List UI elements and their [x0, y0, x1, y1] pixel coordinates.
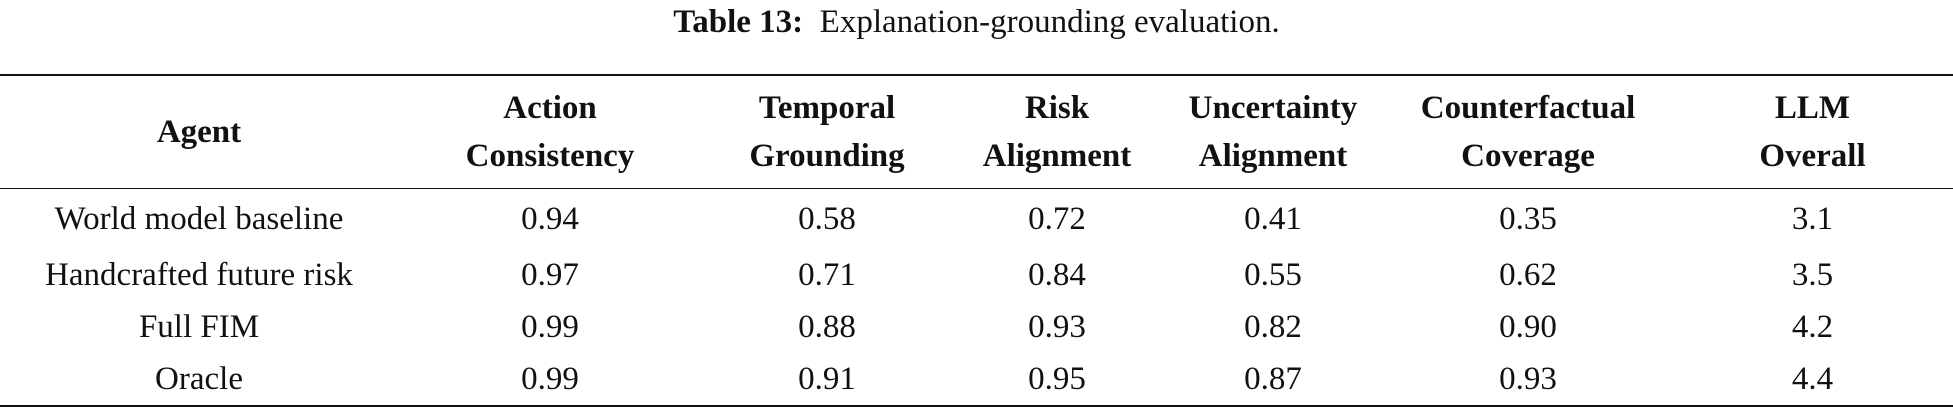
agent-cell: Handcrafted future risk	[45, 257, 353, 293]
temporal-grounding-cell: 0.88	[798, 309, 856, 345]
agent-cell: Full FIM	[138, 309, 260, 345]
counterfactual-coverage-cell: 0.35	[1499, 201, 1557, 237]
header-line1: Risk	[1024, 90, 1090, 126]
table-row: World model baseline 0.94 0.58 0.72 0.41…	[0, 189, 1953, 250]
counterfactual-coverage-cell: 0.93	[1499, 361, 1557, 397]
llm-overall-cell: 4.4	[1791, 361, 1834, 397]
table-caption-text: Explanation-grounding evaluation.	[819, 4, 1280, 40]
action-consistency-cell: 0.99	[521, 309, 579, 345]
table-header: Agent Action Consistency Temporal Ground…	[0, 75, 1953, 189]
table-row: Oracle 0.99 0.91 0.95 0.87 0.93 4.4	[0, 353, 1953, 406]
table-caption-label: Table 13:	[673, 4, 804, 40]
action-consistency-cell: 0.97	[521, 257, 579, 293]
header-line2: Consistency	[465, 138, 635, 174]
header-action-consistency: Action Consistency	[398, 75, 702, 189]
agent-cell: World model baseline	[54, 201, 344, 237]
header-counterfactual-coverage: Counterfactual Coverage	[1384, 75, 1672, 189]
header-line2: Overall	[1759, 138, 1866, 174]
header-line1: Temporal	[758, 90, 896, 126]
header-risk-alignment: Risk Alignment	[952, 75, 1162, 189]
uncertainty-alignment-cell: 0.87	[1244, 361, 1302, 397]
temporal-grounding-cell: 0.71	[798, 257, 856, 293]
llm-overall-cell: 3.1	[1791, 201, 1834, 237]
results-table: Agent Action Consistency Temporal Ground…	[0, 74, 1953, 407]
temporal-grounding-cell: 0.58	[798, 201, 856, 237]
header-line2: Grounding	[749, 138, 905, 174]
header-line1: Action	[503, 90, 597, 126]
counterfactual-coverage-cell: 0.62	[1499, 257, 1557, 293]
uncertainty-alignment-cell: 0.82	[1244, 309, 1302, 345]
header-llm-overall: LLM Overall	[1672, 75, 1953, 189]
uncertainty-alignment-cell: 0.55	[1244, 257, 1302, 293]
header-line2: Alignment	[982, 138, 1132, 174]
risk-alignment-cell: 0.84	[1028, 257, 1086, 293]
action-consistency-cell: 0.94	[521, 201, 579, 237]
temporal-grounding-cell: 0.91	[798, 361, 856, 397]
risk-alignment-cell: 0.93	[1028, 309, 1086, 345]
header-agent-line1: Agent	[156, 114, 242, 150]
header-line2: Alignment	[1198, 138, 1348, 174]
agent-cell: Oracle	[155, 361, 243, 397]
llm-overall-cell: 4.2	[1791, 309, 1834, 345]
header-line1: Uncertainty	[1188, 90, 1358, 126]
header-uncertainty-alignment: Uncertainty Alignment	[1162, 75, 1384, 189]
uncertainty-alignment-cell: 0.41	[1244, 201, 1302, 237]
table-caption: Table 13: Explanation-grounding evaluati…	[0, 0, 1953, 44]
risk-alignment-cell: 0.95	[1028, 361, 1086, 397]
table-row: Handcrafted future risk 0.97 0.71 0.84 0…	[0, 249, 1953, 301]
llm-overall-cell: 3.5	[1791, 257, 1834, 293]
header-line1: Counterfactual	[1420, 90, 1636, 126]
action-consistency-cell: 0.99	[521, 361, 579, 397]
header-line1: LLM	[1774, 90, 1851, 126]
table-row: Full FIM 0.99 0.88 0.93 0.82 0.90 4.2	[0, 301, 1953, 353]
header-line2: Coverage	[1461, 138, 1595, 174]
header-temporal-grounding: Temporal Grounding	[702, 75, 952, 189]
risk-alignment-cell: 0.72	[1028, 201, 1086, 237]
table-body: World model baseline 0.94 0.58 0.72 0.41…	[0, 189, 1953, 407]
header-row: Agent Action Consistency Temporal Ground…	[0, 75, 1953, 189]
header-agent: Agent	[0, 75, 398, 189]
counterfactual-coverage-cell: 0.90	[1499, 309, 1557, 345]
